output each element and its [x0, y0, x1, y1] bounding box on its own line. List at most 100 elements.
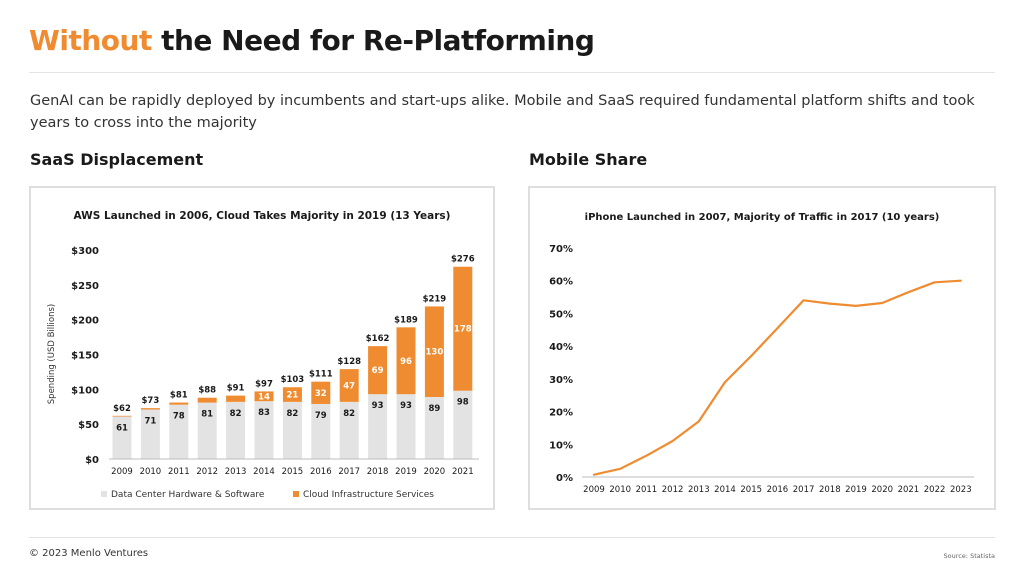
saas-bar-cloud-label: 47: [343, 382, 355, 392]
mobile-section-title: Mobile Share: [529, 150, 648, 169]
saas-bar-data-center-label: 61: [116, 424, 128, 434]
mobile-x-tick-label: 2011: [636, 485, 658, 495]
saas-y-tick-label: $250: [71, 281, 99, 292]
saas-bar-cloud-label: 96: [400, 357, 412, 367]
mobile-y-tick-label: 20%: [549, 408, 573, 419]
saas-bar-data-center: [112, 416, 132, 459]
mobile-x-tick-label: 2009: [583, 485, 605, 495]
mobile-x-tick-label: 2021: [898, 485, 920, 495]
saas-bar-total-label: $276: [451, 255, 475, 265]
saas-y-tick-label: $50: [78, 420, 99, 431]
saas-bar-chart: AWS Launched in 2006, Cloud Takes Majori…: [47, 210, 479, 500]
saas-bar-data-center-label: 93: [400, 401, 412, 411]
saas-bar-data-center-label: 79: [315, 411, 327, 421]
saas-bar-data-center-label: 83: [258, 408, 270, 418]
saas-bar-total-label: $81: [170, 391, 188, 401]
mobile-chart-panel: iPhone Launched in 2007, Majority of Tra…: [528, 186, 996, 510]
saas-bar-cloud: [169, 402, 189, 405]
legend-label-cloud: Cloud Infrastructure Services: [303, 490, 434, 500]
mobile-x-tick-label: 2023: [950, 485, 972, 495]
mobile-x-tick-label: 2019: [845, 485, 867, 495]
legend-swatch-cloud: [293, 491, 299, 497]
saas-bar-data-center-label: 98: [457, 398, 469, 408]
saas-y-tick-label: $300: [71, 246, 99, 257]
saas-x-tick-label: 2009: [111, 467, 133, 477]
header-divider: [29, 72, 995, 73]
saas-bar-cloud: [311, 381, 331, 404]
saas-y-tick-label: $0: [85, 455, 99, 466]
saas-x-tick-label: 2011: [168, 467, 190, 477]
saas-bar-total-label: $128: [337, 357, 361, 367]
saas-section-title: SaaS Displacement: [30, 150, 204, 169]
saas-y-axis-label: Spending (USD Billions): [47, 304, 57, 404]
saas-x-tick-label: 2014: [253, 467, 275, 477]
mobile-y-tick-label: 10%: [549, 440, 573, 451]
saas-bar-total-label: $62: [113, 404, 131, 414]
saas-bar-data-center: [282, 401, 302, 459]
saas-bar-cloud-label: 178: [454, 325, 472, 335]
saas-bar-cloud: [424, 306, 444, 397]
saas-bar-data-center: [424, 396, 444, 459]
mobile-x-tick-label: 2012: [662, 485, 684, 495]
saas-bar-data-center-label: 81: [201, 410, 213, 420]
source-note: Source: Statista: [943, 552, 995, 560]
saas-x-tick-label: 2015: [282, 467, 304, 477]
saas-bar-data-center-label: 93: [372, 401, 384, 411]
page-title: Without the Need for Re-Platforming: [29, 24, 595, 57]
mobile-x-tick-label: 2022: [924, 485, 946, 495]
footer-divider: [29, 537, 995, 538]
saas-bar-cloud: [254, 391, 274, 402]
mobile-x-tick-label: 2014: [714, 485, 736, 495]
mobile-y-tick-label: 30%: [549, 375, 573, 386]
saas-bar-data-center: [339, 401, 359, 459]
saas-bar-data-center: [311, 403, 331, 459]
mobile-x-tick-label: 2010: [609, 485, 631, 495]
saas-x-tick-label: 2019: [395, 467, 417, 477]
legend-label-data-center: Data Center Hardware & Software: [111, 490, 265, 500]
saas-bar-total-label: $97: [255, 379, 273, 389]
saas-bar-data-center-label: 71: [144, 417, 156, 427]
mobile-y-tick-label: 70%: [549, 244, 573, 255]
saas-bar-data-center: [197, 402, 217, 459]
page-title-rest: the Need for Re-Platforming: [161, 24, 595, 57]
page-title-accent: Without: [29, 24, 152, 57]
saas-bar-total-label: $219: [423, 294, 447, 304]
saas-bar-data-center-label: 78: [173, 412, 185, 422]
saas-bar-cloud-label: 69: [372, 366, 384, 376]
saas-bar-cloud: [226, 395, 246, 402]
saas-bar-total-label: $73: [142, 396, 160, 406]
mobile-chart-title: iPhone Launched in 2007, Majority of Tra…: [585, 212, 940, 223]
saas-bar-data-center: [368, 394, 388, 459]
saas-bar-data-center: [453, 390, 473, 459]
saas-bar-cloud: [197, 397, 217, 403]
mobile-y-tick-label: 40%: [549, 342, 573, 353]
saas-bar-total-label: $88: [198, 386, 216, 396]
saas-bar-cloud: [368, 346, 388, 395]
saas-bar-cloud: [140, 408, 160, 410]
copyright: © 2023 Menlo Ventures: [29, 548, 149, 559]
saas-x-tick-label: 2010: [140, 467, 162, 477]
mobile-y-tick-label: 0%: [556, 473, 573, 484]
saas-x-tick-label: 2012: [196, 467, 218, 477]
saas-bar-data-center-label: 89: [428, 404, 440, 414]
saas-bar-cloud: [453, 266, 473, 391]
saas-bar-cloud: [339, 369, 359, 402]
saas-bar-total-label: $111: [309, 370, 333, 380]
saas-bar-data-center-label: 82: [343, 409, 355, 419]
mobile-y-tick-label: 60%: [549, 277, 573, 288]
saas-bar-total-label: $103: [281, 375, 305, 385]
saas-chart-title: AWS Launched in 2006, Cloud Takes Majori…: [74, 210, 451, 222]
saas-y-tick-label: $150: [71, 351, 99, 362]
saas-bar-total-label: $189: [394, 315, 418, 325]
saas-bar-cloud-label: 14: [258, 392, 270, 402]
saas-y-tick-label: $200: [71, 316, 99, 327]
saas-x-tick-label: 2016: [310, 467, 332, 477]
saas-bar-total-label: $162: [366, 334, 390, 344]
saas-x-tick-label: 2013: [225, 467, 247, 477]
saas-bar-data-center: [169, 404, 189, 459]
mobile-line-chart: iPhone Launched in 2007, Majority of Tra…: [549, 212, 974, 495]
mobile-x-tick-label: 2017: [793, 485, 815, 495]
saas-x-tick-label: 2018: [367, 467, 389, 477]
saas-x-tick-label: 2021: [452, 467, 474, 477]
saas-bar-cloud-label: 130: [426, 348, 444, 358]
